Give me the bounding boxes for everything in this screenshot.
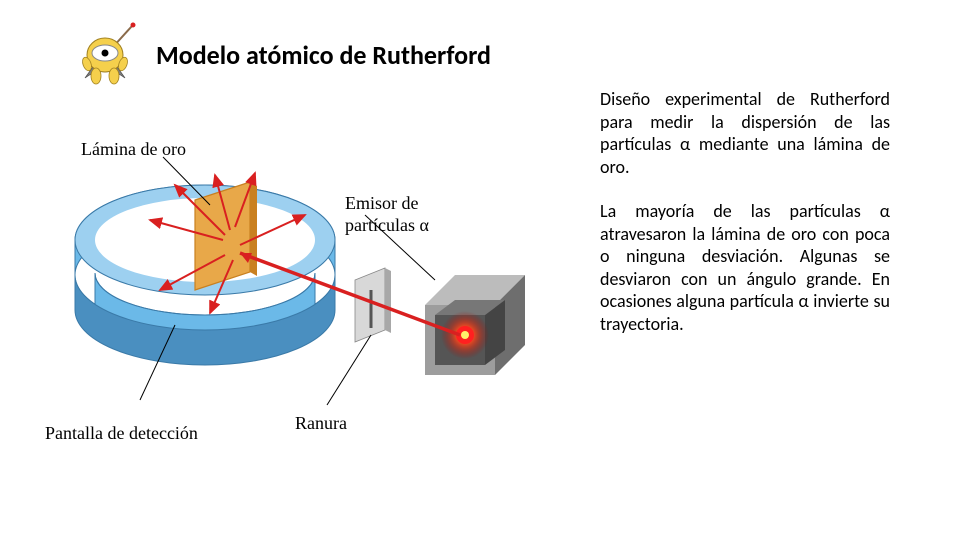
label-emitter-line2: partículas α (345, 215, 429, 236)
page-title: Modelo atómico de Rutherford (156, 39, 491, 71)
rutherford-diagram: Lámina de oro Emisor de partículas α Pan… (55, 145, 555, 475)
mascot-icon (70, 20, 140, 90)
paragraph-1: Diseño experimental de Rutherford para m… (600, 88, 890, 178)
label-screen: Pantalla de detección (45, 423, 198, 444)
description-block: Diseño experimental de Rutherford para m… (600, 88, 890, 357)
label-emitter-line1: Emisor de (345, 193, 419, 214)
paragraph-2: La mayoría de las partículas α atravesar… (600, 200, 890, 335)
label-slit: Ranura (295, 413, 347, 434)
label-gold-foil: Lámina de oro (81, 139, 186, 160)
